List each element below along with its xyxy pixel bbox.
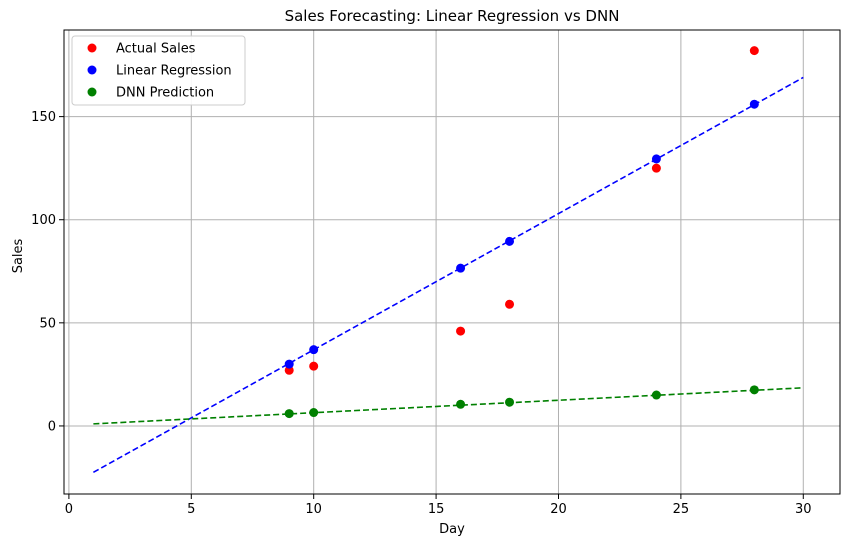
legend-marker <box>87 65 97 75</box>
data-point <box>749 99 759 109</box>
data-point <box>284 365 294 375</box>
legend: Actual Sales Linear Regression DNN Predict… <box>71 35 246 106</box>
data-point <box>456 263 466 273</box>
y-tick-label: 100 <box>31 213 56 228</box>
data-point <box>309 345 319 355</box>
y-tick-label: 0 <box>48 419 56 434</box>
chart-title: Sales Forecasting: Linear Regression vs … <box>285 7 620 25</box>
legend-entry: DNN Prediction <box>116 86 214 101</box>
legend-box <box>71 35 246 106</box>
grid <box>64 30 840 494</box>
y-tick-label: 150 <box>31 110 56 125</box>
data-point <box>505 397 515 407</box>
y-axis-label: Sales <box>11 238 26 273</box>
y-tick-label: 50 <box>39 316 56 331</box>
data-point <box>456 399 466 409</box>
x-axis-label: Day <box>439 522 465 537</box>
legend-marker <box>87 43 97 53</box>
fit-line <box>92 76 804 474</box>
data-point <box>651 390 661 400</box>
legend-marker <box>87 87 97 97</box>
data-point <box>284 359 294 369</box>
data-point <box>749 385 759 395</box>
data-point <box>456 326 466 336</box>
data-point <box>284 409 294 419</box>
plot-area <box>63 29 841 495</box>
data-point <box>505 236 515 246</box>
legend-entry: Actual Sales <box>116 42 196 57</box>
data-points <box>284 46 759 419</box>
x-tick-label: 15 <box>428 502 445 517</box>
x-tick-label: 10 <box>305 502 322 517</box>
data-point <box>309 361 319 371</box>
data-point <box>505 299 515 309</box>
data-point <box>749 46 759 56</box>
data-point <box>309 408 319 418</box>
x-tick-label: 20 <box>550 502 567 517</box>
fit-lines <box>92 76 804 474</box>
x-tick-label: 5 <box>187 502 195 517</box>
x-tick-label: 0 <box>65 502 73 517</box>
legend-entry: Linear Regression <box>116 64 232 79</box>
x-tick-label: 30 <box>795 502 812 517</box>
data-point <box>651 154 661 164</box>
axis-ticks: 0 5 10 15 20 25 30 0 50 100 150 <box>31 110 811 517</box>
x-tick-label: 25 <box>673 502 690 517</box>
fit-line <box>93 386 804 425</box>
data-point <box>651 163 661 173</box>
